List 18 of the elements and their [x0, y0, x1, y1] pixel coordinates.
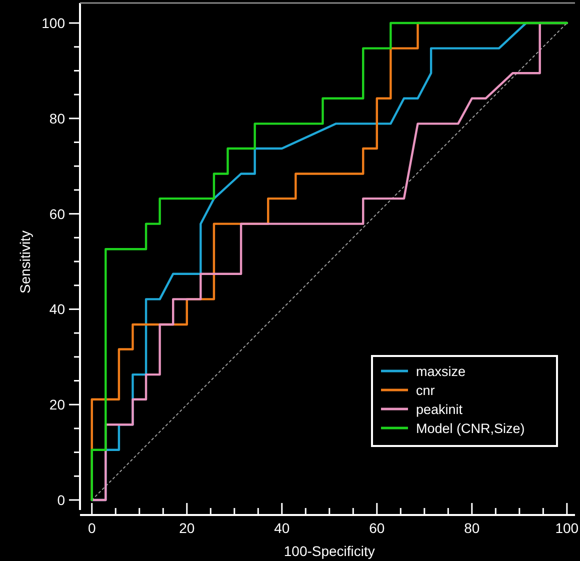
y-axis-title: Sensitivity — [17, 230, 33, 294]
x-tick-label: 40 — [274, 520, 290, 536]
legend-label: maxsize — [416, 364, 466, 379]
legend-label: Model (CNR,Size) — [416, 421, 525, 436]
y-tick-label: 60 — [49, 206, 66, 222]
y-tick-label: 40 — [49, 301, 66, 318]
legend-label: peakinit — [416, 402, 463, 417]
x-tick-label: 60 — [369, 520, 385, 536]
y-tick-label: 100 — [42, 15, 66, 32]
y-tick-label: 80 — [49, 110, 66, 126]
y-tick-label: 0 — [57, 492, 66, 508]
x-tick-label: 100 — [555, 520, 579, 536]
x-tick-label: 80 — [464, 520, 480, 536]
x-axis-title: 100-Specificity — [284, 543, 375, 559]
y-tick-label: 20 — [49, 396, 66, 413]
legend-label: cnr — [416, 383, 436, 398]
x-tick-label: 20 — [179, 520, 195, 536]
x-tick-label: 0 — [88, 520, 96, 536]
